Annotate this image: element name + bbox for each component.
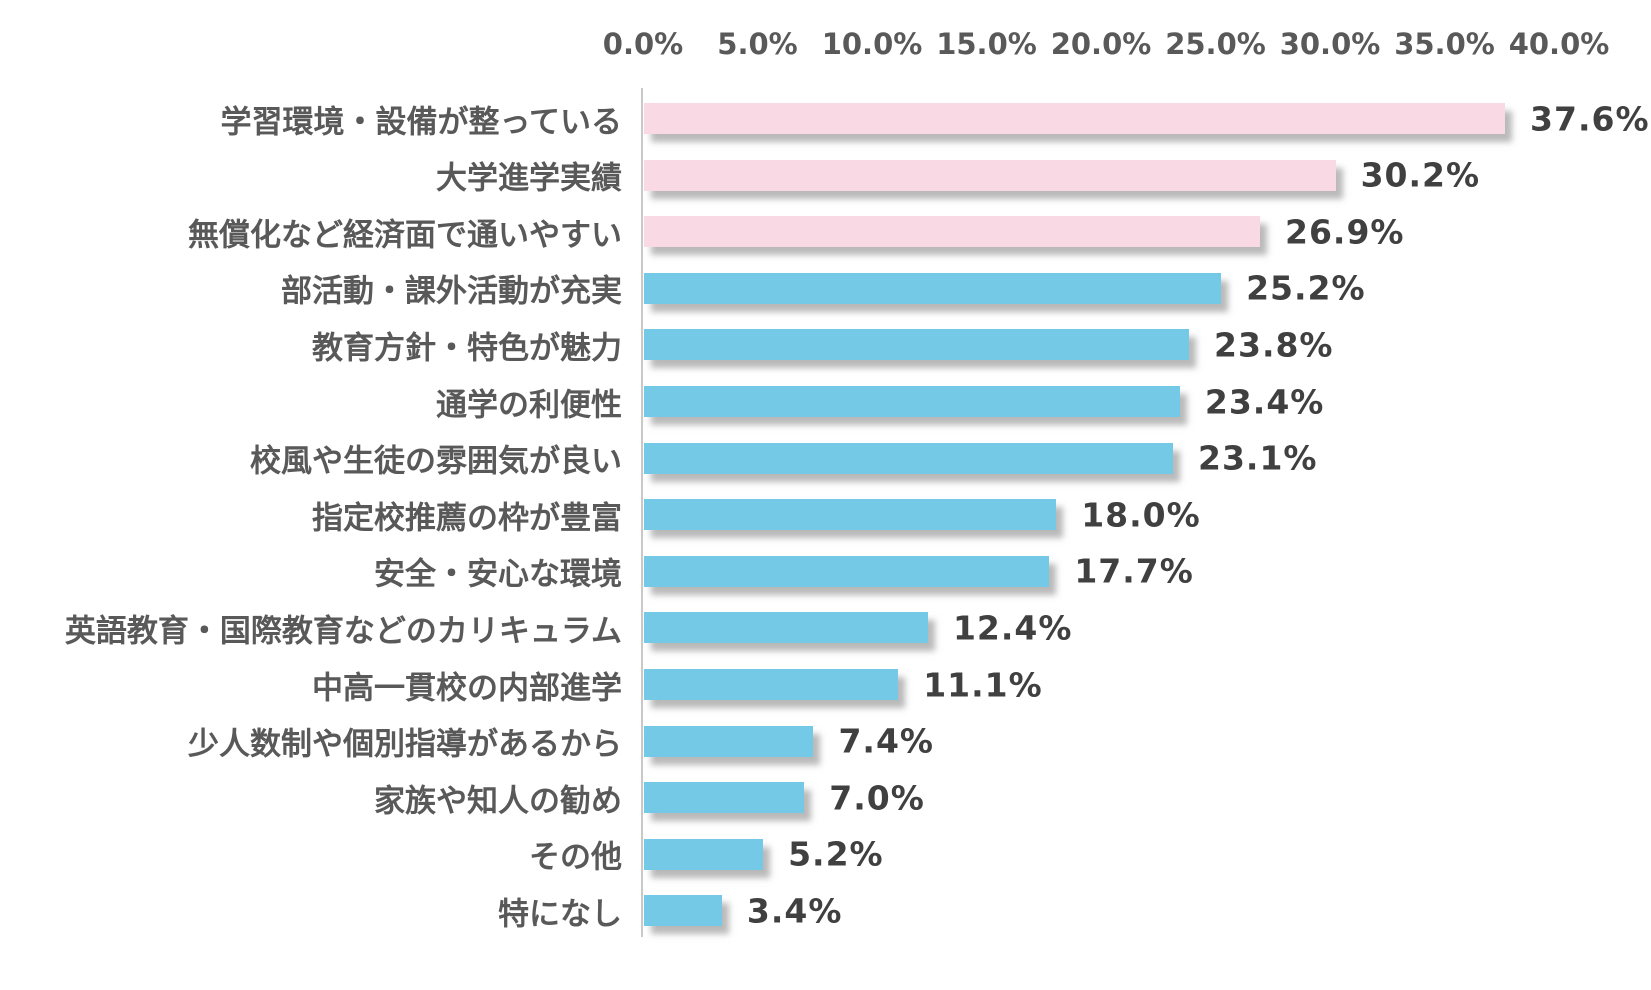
x-axis-tick: 30.0%: [1279, 27, 1381, 61]
value-label: 7.0%: [829, 778, 925, 818]
value-label: 23.8%: [1214, 325, 1334, 365]
category-label: 中高一貫校の内部進学: [312, 670, 622, 706]
bar: [644, 782, 805, 814]
value-label: 18.0%: [1081, 495, 1201, 535]
x-axis-tick: 20.0%: [1050, 27, 1152, 61]
value-label: 3.4%: [746, 891, 843, 931]
value-label: 11.1%: [923, 665, 1043, 704]
category-label: その他: [529, 839, 622, 876]
value-label: 23.4%: [1204, 382, 1325, 421]
category-label: 部活動・課外活動が充実: [281, 273, 622, 310]
bar: [644, 838, 764, 870]
bar: [644, 555, 1050, 587]
category-label: 特になし: [498, 896, 622, 933]
value-label: 30.2%: [1360, 155, 1481, 195]
category-label: 校風や生徒の雰囲気が良い: [250, 443, 622, 480]
x-axis-tick: 35.0%: [1394, 27, 1495, 61]
bar: [644, 499, 1057, 531]
bar: [644, 272, 1222, 304]
x-axis-tick: 10.0%: [821, 27, 923, 61]
y-axis-line: [641, 88, 643, 937]
bar: [644, 386, 1180, 417]
bar: [644, 216, 1260, 248]
bar: [644, 442, 1173, 474]
category-label: 学習環境・設備が整っている: [220, 104, 622, 140]
x-axis-tick: 5.0%: [717, 27, 798, 61]
bar: [644, 725, 814, 757]
x-axis-tick: 40.0%: [1508, 27, 1610, 61]
category-label: 大学進学実績: [436, 160, 622, 197]
value-label: 26.9%: [1285, 212, 1405, 252]
value-label: 5.2%: [788, 834, 884, 874]
value-label: 12.4%: [952, 608, 1073, 648]
category-label: 英語教育・国際教育などのカリキュラム: [64, 613, 622, 650]
bar: [644, 103, 1506, 134]
category-label: 少人数制や個別指導があるから: [188, 726, 622, 763]
value-label: 7.4%: [838, 721, 934, 761]
bar: [644, 895, 722, 927]
category-label: 指定校推薦の枠が豊富: [312, 500, 622, 537]
value-label: 23.1%: [1197, 438, 1318, 478]
x-axis-tick: 25.0%: [1165, 27, 1266, 61]
category-label: 安全・安心な環境: [374, 556, 622, 593]
category-label: 通学の利便性: [436, 387, 622, 423]
value-label: 17.7%: [1074, 551, 1194, 591]
bar: [644, 329, 1190, 361]
value-label: 25.2%: [1246, 268, 1366, 308]
bar: [644, 612, 928, 644]
bar: [644, 669, 899, 700]
category-label: 教育方針・特色が魅力: [312, 330, 622, 367]
value-label: 37.6%: [1530, 99, 1650, 138]
x-axis-tick: 0.0%: [602, 27, 684, 61]
category-label: 無償化など経済面で通いやすい: [188, 217, 622, 254]
category-label: 家族や知人の勧め: [374, 783, 622, 820]
x-axis-tick: 15.0%: [936, 27, 1037, 61]
bar: [644, 159, 1336, 191]
